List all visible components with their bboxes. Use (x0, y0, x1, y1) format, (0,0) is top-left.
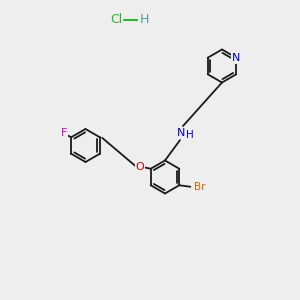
Text: F: F (61, 128, 68, 138)
Text: N: N (232, 53, 241, 63)
Text: Br: Br (194, 182, 206, 192)
Text: Cl: Cl (111, 13, 123, 26)
Text: H: H (140, 13, 149, 26)
Text: H: H (186, 130, 194, 140)
Text: O: O (136, 162, 144, 172)
Text: N: N (177, 128, 186, 139)
